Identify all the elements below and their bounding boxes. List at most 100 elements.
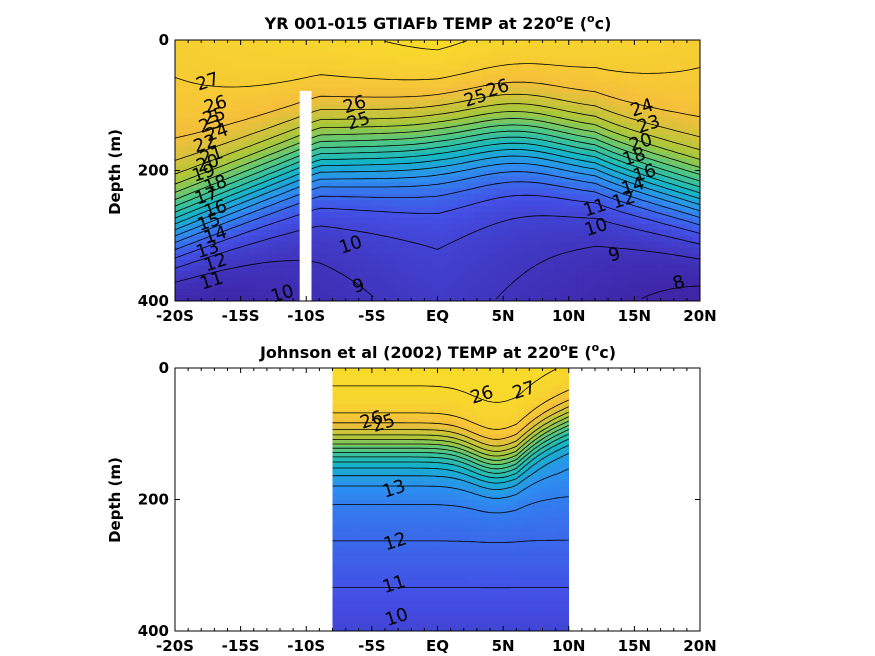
field-cell — [532, 206, 541, 213]
field-cell — [339, 583, 343, 590]
field-cell — [440, 553, 445, 560]
field-cell — [678, 200, 687, 207]
field-cell — [320, 75, 329, 83]
field-cell — [648, 170, 657, 178]
field-cell — [269, 93, 278, 100]
field-cell — [427, 493, 432, 501]
field-cell — [656, 188, 665, 195]
field-cell — [404, 511, 409, 519]
field-cell — [255, 212, 264, 219]
field-cell — [517, 229, 526, 237]
field-cell — [204, 128, 213, 136]
field-cell — [355, 493, 360, 501]
field-cell — [189, 51, 198, 59]
field-cell — [335, 415, 340, 423]
field-cell — [424, 541, 429, 548]
field-cell — [488, 200, 497, 207]
field-cell — [226, 105, 234, 112]
field-cell — [561, 241, 570, 249]
field-cell — [437, 607, 442, 614]
field-cell — [466, 134, 475, 142]
field-cell — [335, 589, 340, 596]
field-cell — [434, 487, 439, 495]
field-cell — [394, 397, 399, 405]
field-cell — [218, 146, 227, 154]
field-cell — [656, 277, 665, 284]
field-cell — [692, 158, 700, 166]
field-cell — [481, 259, 490, 267]
field-cell — [365, 577, 370, 584]
field-cell — [381, 397, 386, 405]
field-cell — [355, 475, 360, 483]
field-cell — [226, 295, 234, 301]
field-cell — [385, 439, 389, 447]
field-cell — [398, 619, 403, 626]
field-cell — [339, 493, 343, 501]
field-cell — [424, 625, 429, 631]
field-cell — [386, 45, 395, 53]
field-cell — [427, 583, 432, 590]
field-cell — [328, 188, 337, 195]
field-cell — [590, 253, 599, 261]
field-cell — [421, 613, 425, 620]
field-cell — [196, 283, 205, 290]
field-cell — [332, 487, 337, 495]
field-cell — [368, 547, 373, 554]
field-cell — [430, 229, 439, 237]
field-cell — [204, 170, 213, 178]
field-cell — [414, 368, 419, 375]
field-cell — [388, 577, 393, 584]
field-cell — [379, 146, 388, 154]
field-cell — [328, 117, 337, 124]
field-cell — [539, 140, 548, 148]
field-cell — [375, 427, 380, 435]
field-cell — [568, 111, 577, 118]
field-cell — [444, 385, 448, 393]
field-cell — [583, 289, 592, 296]
field-cell — [488, 40, 497, 47]
field-cell — [371, 217, 380, 225]
field-cell — [583, 241, 592, 249]
field-cell — [348, 385, 353, 393]
field-cell — [255, 271, 264, 278]
field-cell — [459, 235, 468, 243]
field-cell — [401, 523, 406, 530]
field-cell — [211, 182, 220, 189]
field-cell — [678, 212, 687, 219]
field-cell — [421, 385, 425, 393]
field-cell — [583, 81, 592, 89]
field-cell — [466, 200, 475, 207]
field-cell — [450, 529, 455, 536]
field-cell — [447, 499, 452, 507]
field-cell — [291, 271, 300, 278]
field-cell — [332, 547, 337, 554]
field-cell — [352, 373, 357, 381]
field-cell — [605, 146, 614, 154]
field-cell — [495, 152, 504, 160]
field-cell — [525, 283, 533, 290]
field-cell — [404, 379, 409, 387]
field-cell — [473, 93, 482, 100]
field-cell — [411, 601, 416, 608]
field-cell — [255, 289, 264, 296]
field-cell — [495, 229, 504, 237]
field-cell — [561, 158, 570, 166]
field-cell — [407, 373, 412, 381]
field-cell — [358, 559, 363, 566]
field-cell — [339, 577, 343, 584]
field-cell — [313, 40, 322, 47]
field-cell — [437, 247, 446, 255]
field-cell — [404, 457, 409, 465]
field-cell — [415, 212, 424, 219]
field-cell — [401, 170, 409, 178]
field-cell — [339, 529, 343, 536]
field-cell — [284, 200, 293, 207]
field-cell — [414, 541, 419, 548]
field-cell — [277, 271, 285, 278]
field-cell — [401, 547, 406, 554]
field-cell — [175, 229, 183, 237]
field-cell — [576, 194, 584, 201]
field-cell — [685, 176, 694, 183]
field-cell — [437, 140, 446, 148]
field-cell — [335, 182, 344, 189]
